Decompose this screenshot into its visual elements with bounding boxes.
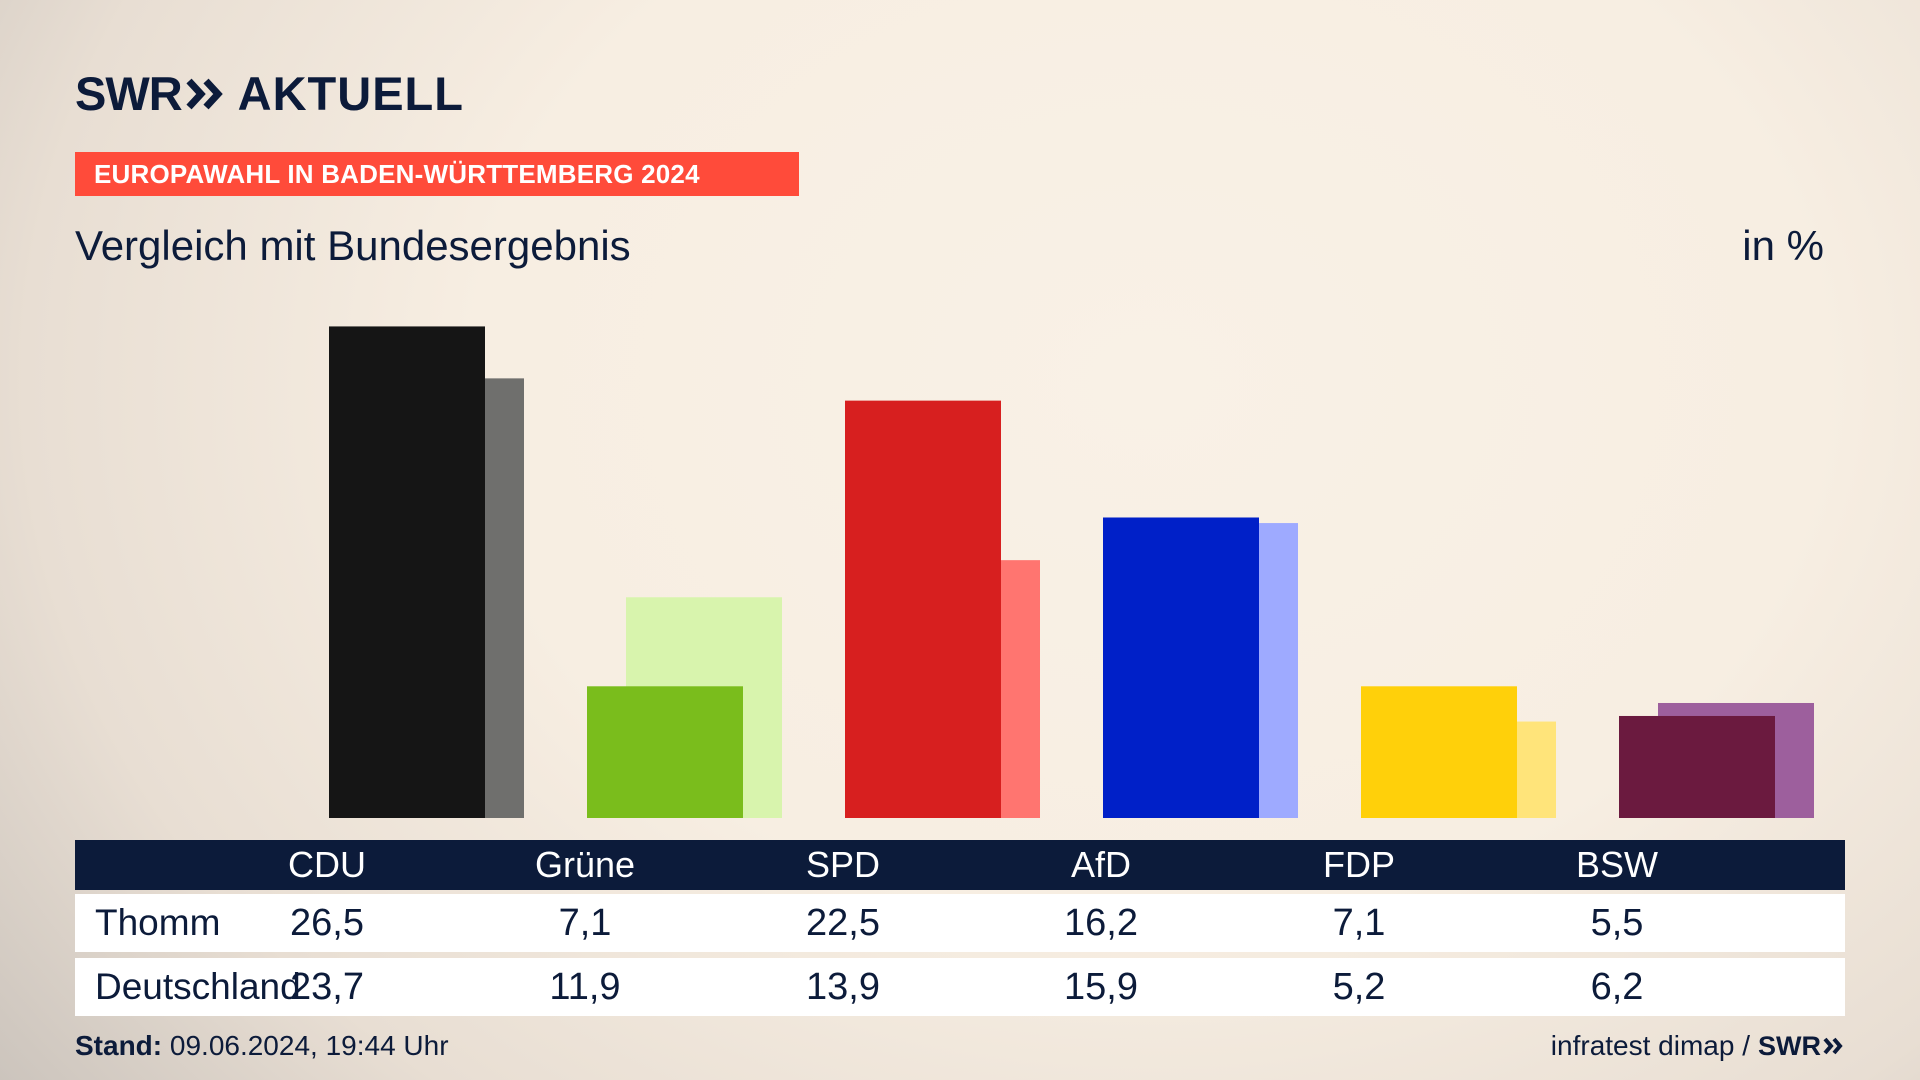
bar-chart xyxy=(329,326,1814,818)
timestamp: Stand: 09.06.2024, 19:44 Uhr xyxy=(75,1030,449,1062)
column-header: Grüne xyxy=(534,844,636,885)
results-table: CDU Grüne SPD AfD FDP BSW Thomm 26,5 7,1 22,5 16… xyxy=(75,840,1845,1016)
swr-small-logo: SWR xyxy=(1758,1030,1821,1061)
column-header: BSW xyxy=(1575,844,1658,885)
bar-state-cdu xyxy=(329,326,485,818)
row-label: Deutschland xyxy=(95,966,301,1007)
bar-state-grüne xyxy=(587,686,743,818)
value-cell: 22,5 xyxy=(806,902,880,944)
double-chevron-icon xyxy=(186,78,223,109)
column-header: CDU xyxy=(288,844,366,885)
source-text: infratest dimap / xyxy=(1550,1030,1750,1061)
bar-state-afd xyxy=(1103,517,1259,818)
table-header: CDU Grüne SPD AfD FDP BSW xyxy=(75,840,1845,890)
table-row: Deutschland 23,7 11,9 13,9 15,9 5,2 6,2 xyxy=(75,958,1845,1016)
source-credit: infratest dimap / SWR xyxy=(1551,1030,1845,1062)
value-cell: 15,9 xyxy=(1064,966,1138,1008)
stand-label: Stand: xyxy=(75,1030,163,1061)
value-cell: 26,5 xyxy=(290,902,364,944)
column-header: AfD xyxy=(1070,844,1131,885)
value-cell: 11,9 xyxy=(549,966,621,1008)
kicker-banner: EUROPAWAHL IN BADEN-WÜRTTEMBERG 2024 xyxy=(75,152,799,196)
table-row: Thomm 26,5 7,1 22,5 16,2 7,1 5,5 xyxy=(75,894,1845,952)
bar-state-fdp xyxy=(1361,686,1517,818)
value-cell: 7,1 xyxy=(1332,902,1386,944)
value-cell: 5,2 xyxy=(1332,966,1386,1008)
column-header: SPD xyxy=(805,844,881,885)
swr-wordmark: SWR xyxy=(75,67,183,120)
bar-state-bsw xyxy=(1619,715,1775,818)
value-cell: 23,7 xyxy=(290,966,364,1008)
column-header: FDP xyxy=(1323,844,1395,885)
bar-state-spd xyxy=(845,400,1001,818)
value-cell: 7,1 xyxy=(558,902,612,944)
value-cell: 6,2 xyxy=(1590,966,1644,1008)
value-cell: 16,2 xyxy=(1064,902,1138,944)
value-cell: 5,5 xyxy=(1590,902,1644,944)
value-cell: 13,9 xyxy=(806,966,880,1008)
row-label: Thomm xyxy=(95,902,221,943)
unit-label: in % xyxy=(1742,222,1824,269)
stand-value: 09.06.2024, 19:44 Uhr xyxy=(169,1030,449,1061)
swr-aktuell-logo: SWR AKTUELL xyxy=(75,66,464,121)
aktuell-wordmark: AKTUELL xyxy=(237,67,464,120)
chart-subtitle: Vergleich mit Bundesergebnis xyxy=(75,222,631,269)
double-chevron-small-icon xyxy=(1823,1037,1843,1055)
